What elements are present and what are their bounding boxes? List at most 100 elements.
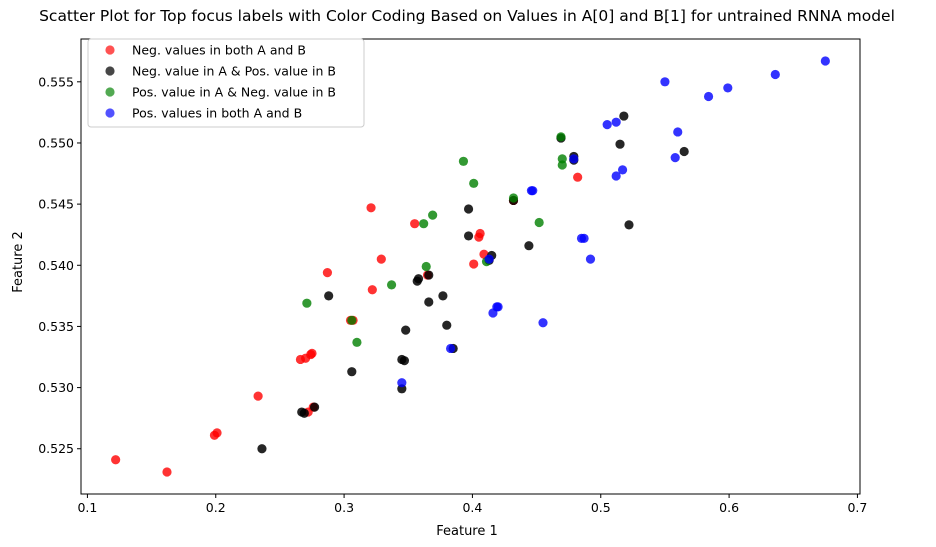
scatter-point [386, 280, 397, 290]
y-tick-label: 0.540 [38, 258, 74, 273]
scatter-point [322, 268, 333, 278]
x-tick-label: 0.2 [206, 500, 226, 515]
scatter-point [299, 408, 309, 418]
x-tick-label: 0.1 [77, 500, 97, 515]
x-tick-label: 0.3 [334, 500, 354, 515]
scatter-point [446, 343, 456, 354]
series-2 [302, 132, 567, 347]
scatter-point [302, 298, 312, 308]
scatter-point [367, 285, 377, 295]
scatter-point [410, 219, 420, 229]
scatter-point [670, 153, 680, 163]
legend-marker [105, 108, 115, 118]
scatter-point [528, 186, 538, 196]
legend-marker [105, 66, 115, 76]
y-tick-label: 0.555 [38, 74, 74, 89]
scatter-point [475, 228, 485, 239]
scatter-point [257, 444, 267, 454]
scatter-point [611, 117, 621, 127]
scatter-point [401, 325, 411, 335]
y-ticks: 0.525 0.530 0.535 0.540 0.545 0.550 0.555 [38, 74, 81, 456]
series-3 [397, 56, 830, 388]
x-tick-label: 0.7 [847, 500, 867, 515]
scatter-point [624, 220, 634, 230]
scatter-point [508, 193, 519, 203]
legend-box [87, 38, 365, 128]
scatter-point [703, 91, 714, 102]
y-tick-label: 0.545 [38, 197, 74, 212]
axes-frame [80, 38, 861, 495]
scatter-point [615, 139, 625, 149]
scatter-point [413, 274, 424, 284]
scatter-point [469, 178, 479, 188]
scatter-point [534, 217, 544, 228]
scatter-point [579, 233, 589, 243]
scatter-point [428, 210, 438, 220]
y-tick-label: 0.535 [38, 319, 74, 334]
scatter-point [421, 261, 431, 272]
scatter-point [458, 156, 469, 166]
x-tick-label: 0.6 [719, 500, 739, 515]
scatter-point [309, 402, 320, 412]
scatter-point [484, 254, 494, 264]
chart-title: Scatter Plot for Top focus labels with C… [39, 7, 895, 25]
scatter-point [611, 171, 621, 181]
x-axis-label: Feature 1 [436, 524, 498, 539]
scatter-point [419, 219, 429, 229]
x-tick-label: 0.5 [591, 500, 611, 515]
legend-marker [105, 87, 115, 97]
scatter-point [111, 455, 121, 465]
series-0 [111, 172, 583, 477]
scatter-point [524, 241, 534, 251]
scatter-point [723, 83, 733, 93]
x-ticks: 0.1 0.2 0.3 0.4 0.5 0.6 0.7 [77, 494, 867, 515]
y-tick-label: 0.525 [38, 441, 74, 456]
points-layer [111, 56, 830, 477]
legend: Neg. values in both A and B Neg. value in… [87, 38, 365, 128]
scatter-point [212, 428, 222, 438]
scatter-point [347, 315, 357, 325]
scatter-point [376, 254, 386, 264]
scatter-point [660, 77, 670, 87]
y-tick-label: 0.530 [38, 380, 74, 395]
legend-label: Pos. value in A & Neg. value in B [132, 85, 336, 100]
scatter-point [556, 132, 566, 142]
legend-marker [105, 45, 115, 55]
scatter-point [424, 270, 434, 280]
scatter-point [569, 154, 579, 164]
x-tick-label: 0.4 [462, 500, 482, 515]
scatter-point [673, 127, 683, 137]
scatter-point [399, 356, 410, 366]
scatter-point [307, 348, 317, 358]
scatter-point [538, 318, 548, 328]
scatter-point [397, 378, 407, 388]
scatter-point [463, 231, 474, 241]
legend-label: Pos. values in both A and B [132, 106, 302, 121]
legend-label: Neg. values in both A and B [132, 43, 306, 58]
legend-label: Neg. value in A & Pos. value in B [132, 64, 336, 79]
scatter-point [585, 254, 596, 264]
y-tick-label: 0.550 [38, 135, 74, 150]
scatter-point [602, 120, 612, 130]
scatter-point [366, 203, 376, 213]
scatter-point [770, 69, 780, 80]
scatter-point [352, 337, 362, 347]
scatter-point [463, 204, 474, 214]
scatter-point [619, 111, 629, 121]
scatter-point [324, 291, 334, 301]
scatter-point [820, 56, 830, 66]
scatter-point [573, 172, 583, 182]
scatter-point [162, 467, 172, 477]
scatter-point [442, 320, 452, 330]
scatter-point [557, 160, 567, 170]
scatter-point [438, 291, 448, 301]
y-axis-label: Feature 2 [11, 231, 26, 293]
scatter-point [253, 391, 263, 401]
scatter-point [493, 302, 503, 312]
scatter-point [679, 146, 689, 157]
scatter-point [424, 297, 434, 307]
scatter-point [347, 367, 357, 377]
scatter-point [617, 165, 628, 175]
scatter-point [469, 259, 479, 269]
